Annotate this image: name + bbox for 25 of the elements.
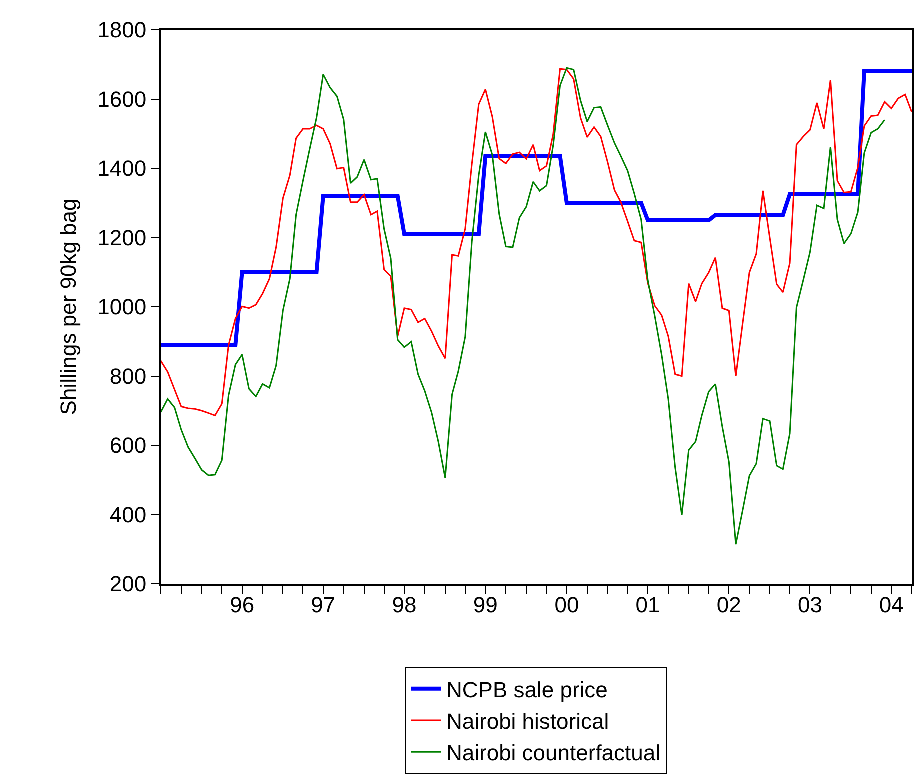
x-tick-label: 98 [392, 592, 417, 618]
y-tick-label: 1400 [98, 156, 147, 182]
y-tick-label: 400 [110, 502, 147, 528]
x-tick-label: 00 [554, 592, 580, 618]
y-axis-title: Shillings per 90kg bag [56, 198, 81, 416]
legend-label: Nairobi counterfactual [446, 740, 661, 766]
y-tick-label: 1800 [98, 18, 147, 43]
x-tick-label: 04 [879, 592, 904, 618]
y-tick-label: 1600 [98, 86, 147, 112]
x-tick-label: 01 [636, 592, 660, 618]
y-tick-label: 600 [110, 433, 147, 458]
line-series [161, 70, 912, 348]
y-tick-label: 800 [110, 364, 147, 389]
x-tick-label: 02 [716, 592, 742, 618]
line-series [161, 67, 886, 546]
x-tick-label: 99 [473, 592, 498, 618]
x-tick-label: 03 [798, 592, 822, 618]
legend-label: NCPB sale price [446, 677, 608, 702]
legend-label: Nairobi historical [446, 709, 610, 734]
x-tick-label: 96 [230, 592, 255, 618]
line-series [161, 68, 912, 416]
x-tick-label: 97 [311, 592, 336, 618]
y-tick-label: 1200 [98, 225, 147, 250]
y-tick-label: 200 [110, 572, 147, 597]
y-tick-label: 1000 [98, 294, 147, 320]
